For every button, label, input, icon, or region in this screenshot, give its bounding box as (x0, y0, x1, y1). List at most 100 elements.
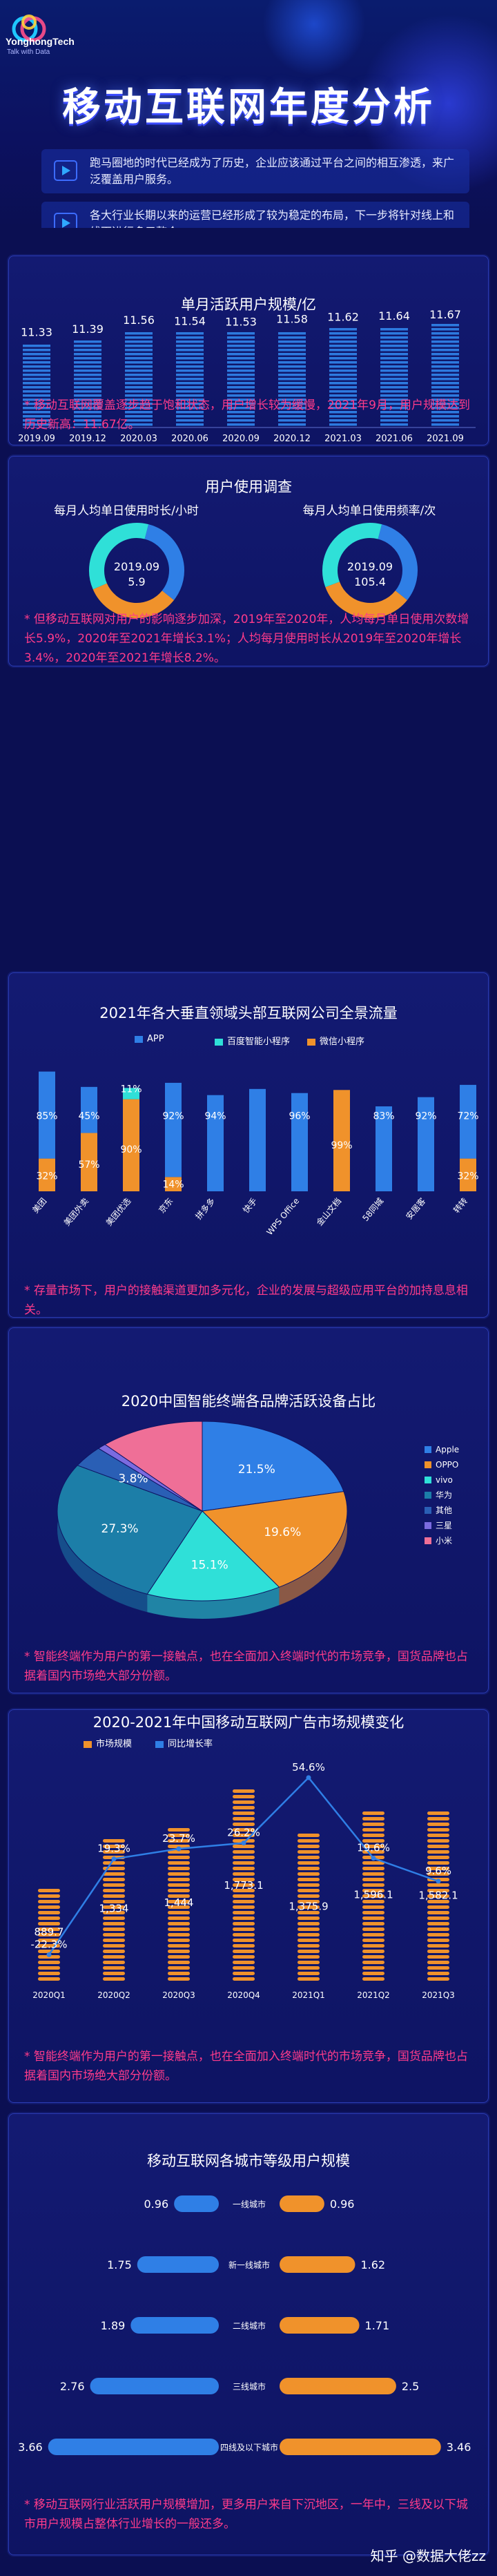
mau-bar-stripe (227, 398, 255, 401)
traffic-bar-app (249, 1088, 266, 1191)
device-legend-swatch (425, 1446, 431, 1453)
mau-bar-stripe (176, 407, 204, 410)
mau-bar-stripe (431, 378, 459, 381)
ads-bar-stripe (298, 1916, 320, 1920)
ads-note: * 智能终端作为用户的第一接触点，也在全面加入终端时代的市场竞争，国货品牌也占据… (24, 2050, 468, 2083)
mau-bar-stripe (431, 411, 459, 414)
mau-bar-stripe (176, 398, 204, 401)
mau-bar-stripe (74, 340, 101, 343)
donut-right-value: 105.4 (354, 575, 386, 588)
ads-bar-stripe (427, 1845, 449, 1848)
mau-bar-stripe (329, 382, 357, 385)
mau-bar-stripe (278, 374, 306, 376)
ads-bar-stripe (298, 1900, 320, 1903)
ads-bar-stripe (427, 1889, 449, 1892)
ads-growth-label: 9.6% (425, 1865, 451, 1877)
mau-bar-stripe (278, 415, 306, 418)
ads-bar-stripe (362, 1950, 384, 1953)
ads-combo-chart: 889.7 2020Q1 1,334 2020Q2 1,444 2020Q3 1,773.1… (30, 1761, 458, 2000)
ads-bar-stripe (427, 1834, 449, 1837)
traffic-x-tick: 美团外卖 (62, 1196, 91, 1228)
traffic-label-wechat: 32% (36, 1171, 57, 1182)
mau-bar-label: 11.56 (123, 314, 155, 327)
mau-bar-stripe (380, 369, 408, 372)
ads-bar-stripe (362, 1889, 384, 1892)
mau-bar-stripe (176, 378, 204, 381)
mau-x-tick: 2020.12 (273, 434, 311, 444)
mau-bar-stripe (227, 332, 255, 335)
mau-bar-stripe (329, 403, 357, 405)
ads-bar-stripe (38, 1900, 60, 1903)
cities-left-value: 2.76 (60, 2380, 85, 2393)
mau-bar-stripe (176, 357, 204, 360)
device-legend-swatch (425, 1461, 431, 1468)
mau-bar-stripe (431, 374, 459, 376)
ads-bar-stripe (103, 1916, 125, 1920)
traffic-label-wechat: 57% (78, 1160, 99, 1171)
ads-bar-stripe (103, 1972, 125, 1975)
mau-bar-stripe (380, 336, 408, 339)
ads-bar-label: 1,334 (99, 1903, 129, 1915)
ads-bar-stripe (103, 1933, 125, 1936)
ads-bar-stripe (362, 1928, 384, 1931)
ads-bar-stripe (427, 1939, 449, 1942)
ads-bar-stripe (103, 1950, 125, 1953)
mau-bar-stripe (125, 382, 153, 385)
ads-title: 2020-2021年中国移动互联网广告市场规模变化 (92, 1714, 405, 1731)
mau-bar-stripe (125, 403, 153, 405)
traffic-bar-wechat (333, 1090, 350, 1191)
mau-bar-label: 11.67 (429, 308, 461, 321)
mau-bar-stripe (176, 390, 204, 393)
traffic-title: 2021年各大垂直领域头部互联网公司全景流量 (99, 1005, 398, 1021)
mau-x-tick: 2019.09 (18, 434, 55, 444)
device-legend-label: 华为 (436, 1490, 452, 1500)
ads-bar-stripe (38, 1933, 60, 1936)
mau-bar-stripe (125, 349, 153, 352)
device-slice-label: 3.8% (118, 1472, 148, 1486)
ads-bar-stripe (233, 1905, 255, 1909)
ads-card: 2020-2021年中国移动互联网广告市场规模变化 市场规模 同比增长率 889… (8, 1709, 489, 2103)
ads-x-tick: 2020Q1 (32, 1990, 66, 2000)
mau-bar-stripe (74, 398, 101, 401)
mau-bar-stripe (176, 374, 204, 376)
ads-bar-stripe (103, 1961, 125, 1964)
mau-bar-stripe (431, 386, 459, 389)
mau-bar-stripe (227, 374, 255, 376)
mau-bar-stripe (278, 378, 306, 381)
mau-bar-label: 11.58 (276, 313, 308, 326)
ads-growth-label: 19.6% (357, 1842, 390, 1854)
mau-bar-stripe (329, 353, 357, 356)
mau-bar-stripe (227, 340, 255, 343)
mau-bar-stripe (74, 415, 101, 418)
traffic-bar-app (460, 1084, 476, 1159)
ads-bar-stripe (298, 1933, 320, 1936)
mau-bar-stripe (125, 374, 153, 376)
play-icon (54, 160, 77, 181)
mau-bar-stripe (23, 353, 50, 356)
traffic-bar-app (39, 1071, 55, 1159)
ads-bar-stripe (298, 1861, 320, 1865)
mau-bar-stripe (23, 345, 50, 347)
ads-bar-stripe (362, 1828, 384, 1832)
traffic-bar-wechat (165, 1177, 182, 1191)
ads-bar-stripe (427, 1922, 449, 1925)
mau-bar-stripe (329, 365, 357, 368)
mau-bar-stripe (176, 365, 204, 368)
ads-bar-stripe (298, 1944, 320, 1948)
mau-bar-stripe (74, 361, 101, 364)
mau-bar-stripe (431, 324, 459, 327)
ads-growth-point (436, 1878, 441, 1884)
mau-bar-stripe (431, 398, 459, 401)
ads-bar-stripe (362, 1823, 384, 1826)
ads-bar-stripe (168, 1950, 190, 1953)
mau-bar-stripe (431, 390, 459, 393)
mau-bar-stripe (23, 365, 50, 368)
ads-bar-stripe (103, 1900, 125, 1903)
ads-bar-stripe (427, 1850, 449, 1854)
mau-bar-stripe (380, 357, 408, 360)
cities-bar-right (280, 2195, 324, 2212)
ads-x-tick: 2020Q3 (162, 1990, 195, 2000)
mau-bar-stripe (329, 374, 357, 376)
ads-bar-stripe (38, 1889, 60, 1892)
ads-bar-stripe (298, 1856, 320, 1859)
